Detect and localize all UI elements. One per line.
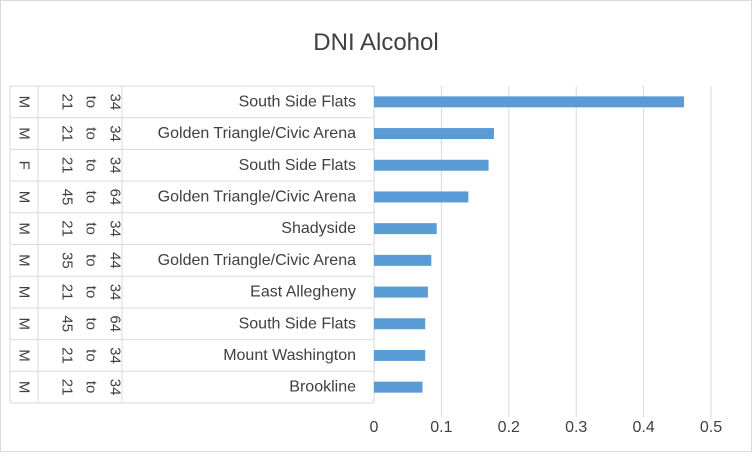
category-gender: M [16, 191, 33, 204]
category-age-part: 21 [59, 94, 76, 111]
category-age-part: 45 [59, 315, 76, 332]
bars [374, 96, 685, 393]
category-age-part: to [83, 254, 100, 267]
category-gender: M [16, 381, 33, 394]
category-gender: M [16, 286, 33, 299]
category-age-part: 35 [59, 252, 76, 269]
x-tick-label: 0.1 [430, 419, 452, 436]
category-neighborhood: South Side Flats [239, 93, 356, 110]
bar [374, 254, 432, 266]
category-age-part: to [83, 159, 100, 172]
category-age-part: 34 [107, 347, 124, 364]
category-age-part: 64 [107, 189, 124, 206]
category-neighborhood: Mount Washington [223, 347, 356, 364]
x-tick-label: 0.3 [565, 419, 587, 436]
x-tick-label: 0.5 [700, 419, 722, 436]
category-neighborhood: Golden Triangle/Civic Arena [158, 188, 356, 205]
x-axis-ticks: 0 0.1 0.2 0.3 0.4 0.5 [370, 419, 723, 436]
category-age-part: 34 [107, 157, 124, 174]
category-gender: M [16, 318, 33, 331]
category-gender: M [16, 96, 33, 109]
bar [374, 349, 426, 361]
category-age-part: 34 [107, 379, 124, 396]
category-age-part: to [83, 286, 100, 299]
category-age-part: to [83, 381, 100, 394]
bar [374, 223, 437, 235]
category-neighborhood: Golden Triangle/Civic Arena [158, 252, 356, 269]
category-age-part: 21 [59, 379, 76, 396]
category-gender: M [16, 254, 33, 267]
category-age-part: to [83, 349, 100, 362]
bar [374, 381, 423, 393]
x-tick-label: 0 [370, 419, 379, 436]
category-age-part: 44 [107, 252, 124, 269]
category-age-part: 21 [59, 284, 76, 301]
category-neighborhood: South Side Flats [239, 157, 356, 174]
category-gender: M [16, 222, 33, 235]
category-age-part: 45 [59, 189, 76, 206]
bar [374, 286, 428, 298]
category-age-part: 21 [59, 157, 76, 174]
bar [374, 318, 426, 330]
category-age-part: 64 [107, 315, 124, 332]
category-age-part: 34 [107, 94, 124, 111]
category-age-part: to [83, 191, 100, 204]
bar [374, 128, 494, 140]
category-gender: M [16, 127, 33, 140]
category-age-part: to [83, 317, 100, 330]
category-age-part: 34 [107, 284, 124, 301]
x-tick-label: 0.2 [498, 419, 520, 436]
category-age-part: 21 [59, 125, 76, 142]
category-neighborhood: South Side Flats [239, 315, 356, 332]
category-neighborhood: Shadyside [281, 220, 356, 237]
category-age-part: 34 [107, 220, 124, 237]
chart-title: DNI Alcohol [313, 29, 438, 56]
x-tick-label: 0.4 [632, 419, 654, 436]
category-age-part: to [83, 222, 100, 235]
category-age-part: to [83, 96, 100, 109]
category-neighborhood: East Allegheny [250, 284, 356, 301]
category-age-part: 21 [59, 220, 76, 237]
category-age-part: to [83, 127, 100, 140]
bar [374, 191, 469, 203]
category-neighborhood: Brookline [289, 379, 356, 396]
category-table: M 21 to 34 South Side Flats M 21 to 34 Golden Tri… [9, 85, 374, 404]
category-neighborhood: Golden Triangle/Civic Arena [158, 125, 356, 142]
bar [374, 96, 685, 108]
category-gender: M [16, 349, 33, 362]
category-age-part: 34 [107, 125, 124, 142]
bar [374, 159, 489, 171]
category-gender: F [16, 161, 33, 170]
category-age-part: 21 [59, 347, 76, 364]
